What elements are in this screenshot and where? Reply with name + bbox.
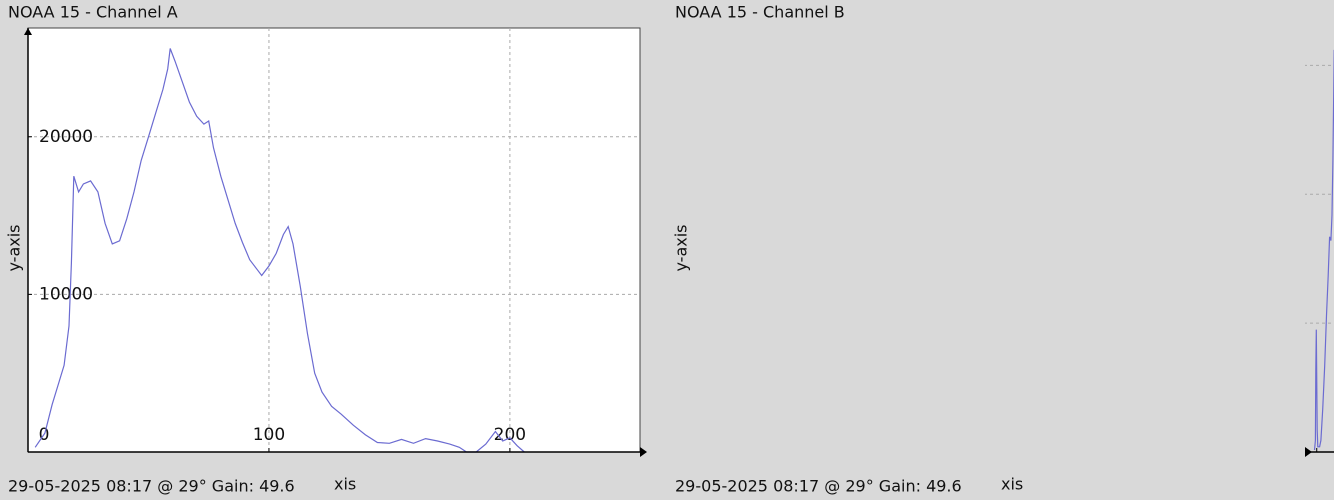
footer-text: 29-05-2025 08:17 @ 29° Gain: 49.6 [8, 477, 295, 496]
footer-text: 29-05-2025 08:17 @ 29° Gain: 49.6 [675, 477, 962, 496]
y-tick-label: 10000 [39, 284, 93, 304]
x-tick-label: 100 [253, 425, 285, 445]
chart-title: NOAA 15 - Channel A [8, 3, 178, 22]
x-axis-arrow [640, 447, 647, 457]
y-tick-label: 20000 [39, 127, 93, 147]
y-axis-arrow [24, 28, 32, 35]
chart-title: NOAA 15 - Channel B [675, 3, 845, 22]
x-axis-arrow [1305, 447, 1312, 457]
data-line [34, 48, 525, 453]
y-axis-label: y-axis [5, 224, 24, 271]
plot-area [27, 27, 641, 453]
x-axis-label: xis [334, 475, 356, 494]
x-axis-label: xis [1001, 475, 1023, 494]
data-line [1313, 49, 1334, 451]
y-axis-label: y-axis [672, 224, 691, 271]
